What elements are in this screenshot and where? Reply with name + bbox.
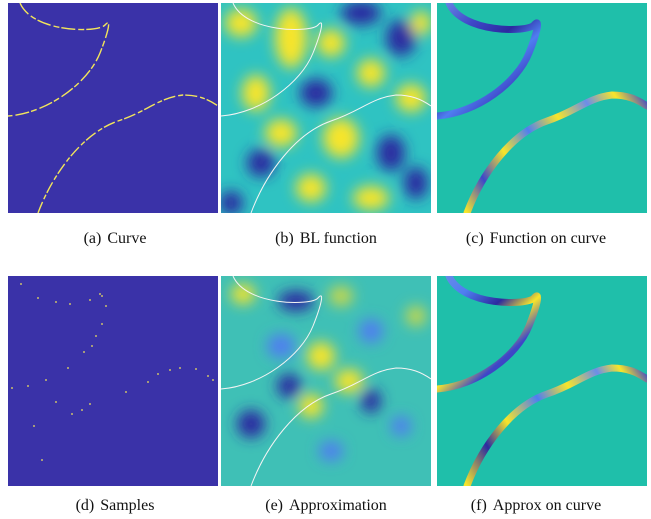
caption-a-label: (a) <box>83 230 102 247</box>
caption-a-title: Curve <box>107 230 147 247</box>
caption-c-label: (c) <box>465 230 484 247</box>
caption-d-title: Samples <box>100 497 155 514</box>
approximation-plot <box>221 276 431 486</box>
caption-b: (b) BL function <box>211 229 441 249</box>
panel-function-on-curve <box>437 3 647 213</box>
panel-bl-function <box>221 3 431 213</box>
caption-f: (f) Approx on curve <box>421 496 651 516</box>
caption-e: (e) Approximation <box>211 496 441 516</box>
caption-c-title: Function on curve <box>489 230 607 247</box>
approx-on-curve-plot <box>437 276 647 486</box>
samples-plot <box>8 276 218 486</box>
caption-e-label: (e) <box>265 497 283 514</box>
caption-f-title: Approx on curve <box>492 497 602 514</box>
sample-points <box>11 283 214 461</box>
caption-a: (a) Curve <box>0 229 230 249</box>
panel-curve <box>8 3 218 213</box>
caption-f-label: (f) <box>470 497 487 514</box>
caption-b-title: BL function <box>299 230 377 247</box>
caption-c: (c) Function on curve <box>421 229 651 249</box>
function-on-curve-plot <box>437 3 647 213</box>
caption-e-title: Approximation <box>289 497 387 514</box>
caption-d: (d) Samples <box>0 496 230 516</box>
panel-approx-on-curve <box>437 276 647 486</box>
panel-samples <box>8 276 218 486</box>
caption-b-label: (b) <box>275 230 294 247</box>
caption-d-label: (d) <box>75 497 95 514</box>
panel-approximation <box>221 276 431 486</box>
bl-function-plot <box>221 3 431 213</box>
curve-plot <box>8 3 218 213</box>
